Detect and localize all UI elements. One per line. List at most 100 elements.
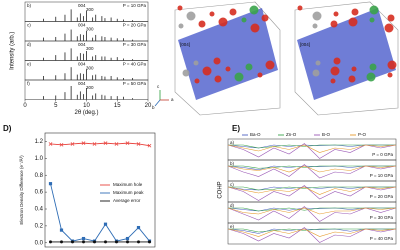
y-tick-label: 0.8 <box>35 173 44 179</box>
atom <box>312 69 320 77</box>
marker <box>147 143 152 148</box>
y-tick-label: 0.2 <box>35 223 44 229</box>
atom <box>348 17 358 27</box>
marker <box>60 240 63 244</box>
peak-label: 300 <box>86 66 94 71</box>
axis-label: a <box>171 97 174 102</box>
cohp-curve <box>227 207 397 215</box>
atom <box>384 23 394 33</box>
atom <box>387 14 395 22</box>
y-tick-label: 1.2 <box>35 139 44 145</box>
x-tick-label: 0 <box>23 103 27 109</box>
marker <box>125 236 130 241</box>
axis-label: c <box>157 84 160 89</box>
marker <box>103 141 108 145</box>
marker <box>103 222 108 226</box>
panel-label: P = 20 GPa <box>370 194 394 199</box>
peak-label: 300 <box>86 27 94 32</box>
atom <box>369 17 375 23</box>
atom <box>330 78 336 84</box>
atom <box>315 60 321 66</box>
panel-letter: b) <box>27 3 32 8</box>
marker <box>70 142 75 146</box>
atom <box>198 20 206 28</box>
atom <box>213 57 221 65</box>
marker <box>48 142 53 146</box>
marker <box>49 240 52 244</box>
panel-label: P = 40 GPa <box>370 236 394 241</box>
peak-label: 004 <box>78 42 86 47</box>
atom <box>177 5 183 11</box>
x-tick-label: 10 <box>83 103 90 109</box>
x-tick-label: 5 <box>54 103 58 109</box>
structure-right <box>294 1 399 116</box>
peak-label: 300 <box>86 46 94 51</box>
peak-label: 300 <box>86 85 94 90</box>
atom <box>333 57 341 65</box>
panel-label: P = 10 GPa <box>370 173 394 178</box>
peak-label: 300 <box>86 7 94 12</box>
atom <box>297 5 303 11</box>
legend-label: Ba-O <box>250 132 261 137</box>
atom <box>330 66 340 76</box>
peak-label: 004 <box>78 3 86 8</box>
atom <box>214 75 222 83</box>
panel-label: P = 10 GPa <box>123 3 147 8</box>
atom <box>186 11 196 21</box>
structure-label: [004] <box>300 42 310 47</box>
cohp-curve <box>227 165 397 173</box>
atom <box>202 66 212 76</box>
panel-letter: d) <box>230 203 235 208</box>
marker <box>59 228 64 232</box>
atom <box>182 69 190 77</box>
series-line <box>50 183 150 242</box>
panel-letter: a) <box>230 140 235 145</box>
panel-letter: b) <box>230 161 235 166</box>
atom <box>229 8 237 16</box>
panel-label: P = 30 GPa <box>370 215 394 220</box>
atom <box>330 20 338 28</box>
panel-frame <box>227 222 397 245</box>
peak-label: 004 <box>78 62 86 67</box>
atom <box>193 60 199 66</box>
panel-label: P = 0 GPa <box>372 152 393 157</box>
cohp-curve <box>227 144 397 153</box>
x-tick-label: 20 <box>145 103 152 109</box>
atom <box>348 75 356 83</box>
atom <box>194 78 200 84</box>
atom <box>387 72 393 78</box>
atom <box>249 5 259 15</box>
axis-label: b <box>152 105 155 110</box>
marker <box>48 182 53 186</box>
marker <box>126 240 129 244</box>
marker <box>71 240 74 244</box>
marker <box>104 240 107 244</box>
cohp-curve <box>227 186 397 195</box>
y-tick-label: 0.4 <box>35 207 44 213</box>
atom <box>351 8 359 16</box>
atom <box>351 66 357 72</box>
panel-letter: c) <box>27 23 31 28</box>
panel-letter: c) <box>230 182 234 187</box>
x-axis-label: 2θ (deg.) <box>74 110 98 116</box>
panel-label: P = 20 GPa <box>123 23 147 28</box>
x-tick-label: 15 <box>114 103 121 109</box>
marker <box>115 240 118 244</box>
legend-label: B-O <box>322 132 331 137</box>
marker <box>137 240 140 244</box>
peak-label: 004 <box>78 23 86 28</box>
y-tick-label: 1.0 <box>35 156 44 162</box>
legend-label: Maximum hole <box>113 182 143 187</box>
marker <box>114 142 119 146</box>
marker <box>125 141 130 145</box>
cohp-curve <box>227 228 397 237</box>
panel-label: P = 30 GPa <box>123 42 147 47</box>
y-tick-label: 0.0 <box>35 240 44 246</box>
marker <box>136 225 141 230</box>
atom <box>369 5 379 15</box>
legend-label: Average error <box>113 198 141 203</box>
atom <box>178 23 184 29</box>
marker <box>93 240 96 244</box>
atom <box>250 23 260 33</box>
